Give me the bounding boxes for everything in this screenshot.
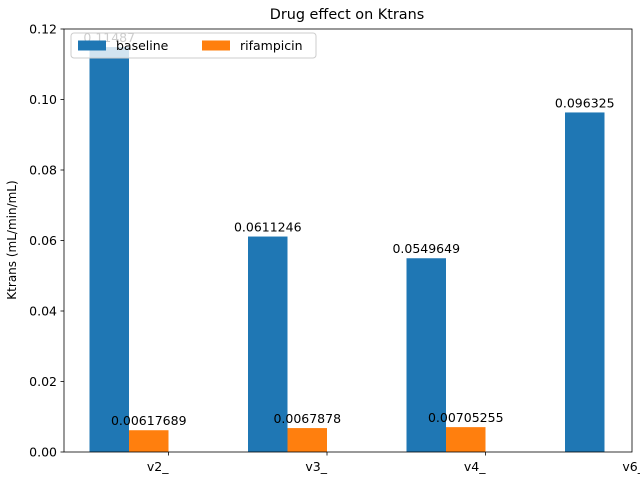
bar-rifampicin-v3_: [287, 428, 327, 452]
y-tick-label: 0.06: [29, 233, 57, 248]
x-tick-label: v6_: [622, 459, 640, 474]
bar-value-label: 0.0549649: [392, 241, 460, 256]
bar-value-label: 0.0067878: [273, 411, 341, 426]
bar-baseline-v6_: [565, 112, 605, 452]
bar-baseline-v3_: [248, 236, 288, 452]
y-tick-label: 0.00: [29, 445, 57, 460]
chart-title: Drug effect on Ktrans: [270, 7, 425, 23]
x-tick-label: v2_: [147, 459, 169, 474]
bar-baseline-v4_: [406, 258, 446, 452]
y-tick-label: 0.10: [29, 92, 57, 107]
y-tick-label: 0.02: [29, 374, 57, 389]
y-tick-label: 0.08: [29, 163, 57, 178]
bar-value-label: 0.0611246: [234, 220, 302, 235]
legend-label-baseline: baseline: [116, 38, 169, 53]
bar-value-label: 0.00705255: [428, 410, 504, 425]
bars-layer: [89, 47, 605, 452]
bar-value-label: 0.096325: [555, 95, 615, 110]
bar-rifampicin-v2_: [129, 430, 169, 452]
legend-box: [70, 32, 317, 59]
legend-swatch-rifampicin: [202, 40, 230, 51]
y-tick-label: 0.04: [29, 304, 57, 319]
x-tick-label: v4_: [464, 459, 486, 474]
legend-label-rifampicin: rifampicin: [240, 38, 303, 53]
bar-rifampicin-v4_: [446, 427, 486, 452]
bar-value-label: 0.00617689: [111, 413, 187, 428]
y-axis-label: Ktrans (mL/min/mL): [5, 180, 19, 299]
y-tick-label: 0.12: [29, 22, 57, 37]
legend-swatch-baseline: [78, 40, 106, 51]
bar-baseline-v2_: [89, 47, 129, 452]
axes-layer: 0.00 0.02 0.04 0.06 0.08 0.10 0.12 v2_ v3_ v4_ v6_: [29, 22, 640, 475]
x-tick-label: v3_: [305, 459, 327, 474]
legend: baseline rifampicin: [70, 32, 317, 59]
